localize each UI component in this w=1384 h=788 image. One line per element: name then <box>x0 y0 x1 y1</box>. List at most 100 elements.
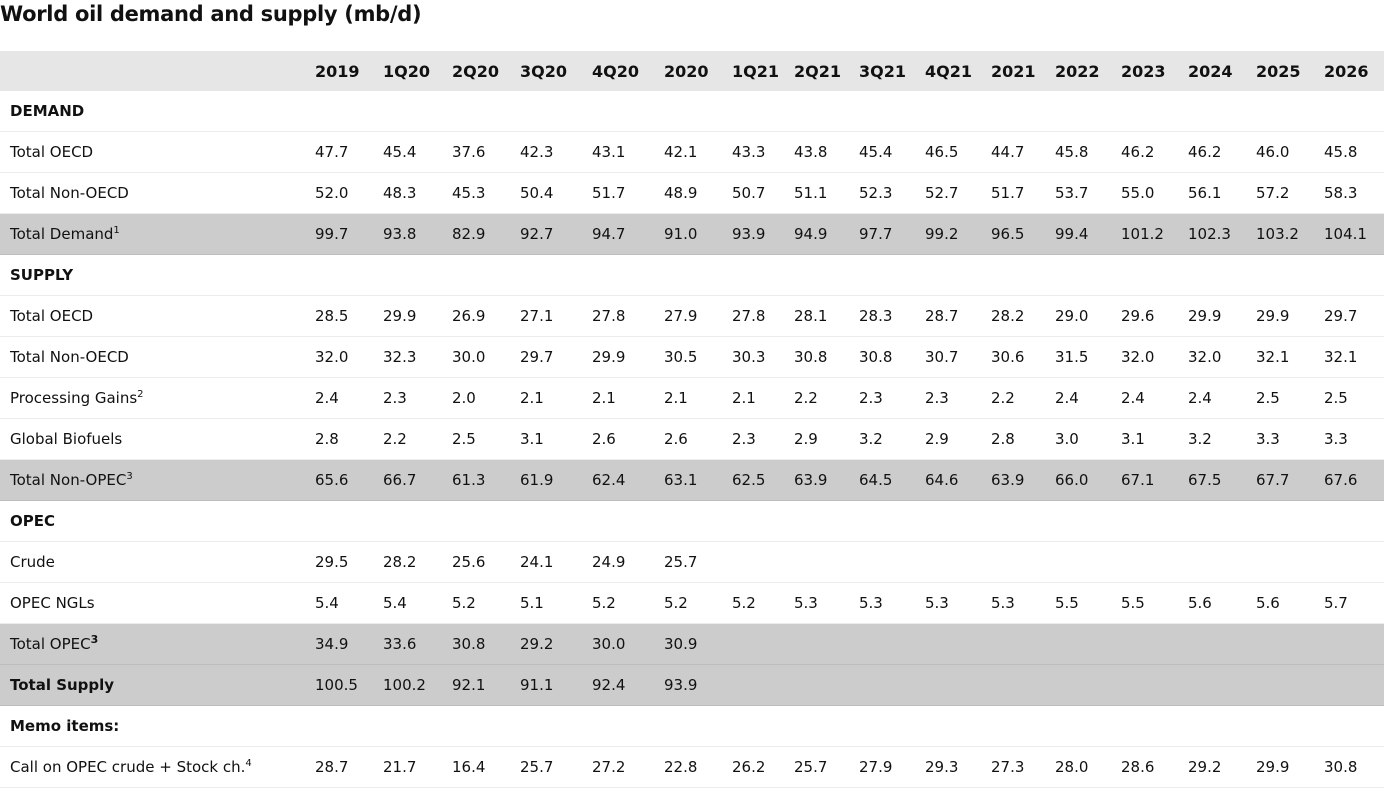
value-cell: 42.3 <box>510 131 582 173</box>
value-cell: 99.2 <box>915 213 981 255</box>
value-cell: 5.2 <box>582 582 654 624</box>
column-header: 2Q20 <box>442 51 510 91</box>
section-row: DEMAND <box>0 91 1384 132</box>
value-cell: 27.8 <box>582 295 654 337</box>
empty-cell <box>1314 500 1384 542</box>
empty-cell <box>442 91 510 132</box>
row-label: Total Non-OPEC3 <box>0 459 305 501</box>
value-cell: 91.0 <box>654 213 722 255</box>
column-header: 2022 <box>1045 51 1111 91</box>
row-label: Total OECD <box>0 295 305 337</box>
value-cell: 3.3 <box>1314 418 1384 460</box>
row-label: Total Non-OECD <box>0 172 305 214</box>
value-cell: 5.5 <box>1111 582 1178 624</box>
empty-cell <box>1045 664 1111 706</box>
value-cell: 26.2 <box>722 746 784 788</box>
label-text: DEMAND <box>10 102 85 120</box>
data-row: Crude 29.5 28.2 25.6 24.1 24.9 25.7 <box>0 541 1384 583</box>
empty-cell <box>1246 91 1314 132</box>
value-cell: 30.8 <box>442 623 510 665</box>
empty-cell <box>442 705 510 747</box>
value-cell: 66.7 <box>373 459 442 501</box>
value-cell: 2.5 <box>442 418 510 460</box>
empty-cell <box>722 541 784 583</box>
value-cell: 104.1 <box>1314 213 1384 255</box>
value-cell: 56.1 <box>1178 172 1246 214</box>
value-cell: 45.4 <box>849 131 915 173</box>
value-cell: 27.9 <box>654 295 722 337</box>
value-cell: 28.5 <box>305 295 373 337</box>
value-cell: 91.1 <box>510 664 582 706</box>
label-text: Total OECD <box>10 307 94 325</box>
value-cell: 29.7 <box>1314 295 1384 337</box>
value-cell: 51.7 <box>582 172 654 214</box>
value-cell: 3.3 <box>1246 418 1314 460</box>
value-cell: 43.1 <box>582 131 654 173</box>
value-cell: 99.7 <box>305 213 373 255</box>
empty-cell <box>915 705 981 747</box>
value-cell: 5.2 <box>442 582 510 624</box>
value-cell: 92.1 <box>442 664 510 706</box>
row-label: Memo items: <box>0 705 305 747</box>
value-cell: 25.7 <box>654 541 722 583</box>
empty-cell <box>373 91 442 132</box>
section-row: SUPPLY <box>0 254 1384 296</box>
value-cell: 27.9 <box>849 746 915 788</box>
empty-cell <box>442 254 510 296</box>
value-cell: 32.1 <box>1246 336 1314 378</box>
value-cell: 5.2 <box>722 582 784 624</box>
data-row: OPEC NGLs 5.4 5.4 5.2 5.1 5.2 5.2 5.2 5.3 5.3 5.3 5… <box>0 582 1384 624</box>
value-cell: 93.8 <box>373 213 442 255</box>
empty-cell <box>784 541 849 583</box>
empty-cell <box>784 254 849 296</box>
value-cell: 5.3 <box>981 582 1045 624</box>
row-label: Total Demand1 <box>0 213 305 255</box>
footnote-mark: 2 <box>137 389 144 400</box>
value-cell: 45.4 <box>373 131 442 173</box>
data-row: Total Supply 100.5 100.2 92.1 91.1 92.4 93.9 <box>0 664 1384 706</box>
value-cell: 2.9 <box>915 418 981 460</box>
value-cell: 5.6 <box>1246 582 1314 624</box>
value-cell: 25.7 <box>510 746 582 788</box>
row-label: Total Supply <box>0 664 305 706</box>
value-cell: 2.3 <box>849 377 915 419</box>
empty-cell <box>1111 705 1178 747</box>
value-cell: 57.2 <box>1246 172 1314 214</box>
value-cell: 37.6 <box>442 131 510 173</box>
value-cell: 52.0 <box>305 172 373 214</box>
empty-cell <box>1314 254 1384 296</box>
data-row: Total OECD 28.5 29.9 26.9 27.1 27.8 27.9 27.8 28… <box>0 295 1384 337</box>
empty-cell <box>981 623 1045 665</box>
oil-table: 2019 1Q20 2Q20 3Q20 4Q20 2020 1Q21 2Q21 3Q21 4Q21… <box>0 51 1384 788</box>
value-cell: 5.2 <box>654 582 722 624</box>
value-cell: 29.6 <box>1111 295 1178 337</box>
column-header: 2025 <box>1246 51 1314 91</box>
value-cell: 63.9 <box>784 459 849 501</box>
data-row: Call on OPEC crude + Stock ch.4 28.7 21.7 1… <box>0 746 1384 788</box>
value-cell: 96.5 <box>981 213 1045 255</box>
empty-cell <box>1314 664 1384 706</box>
value-cell: 29.9 <box>373 295 442 337</box>
empty-cell <box>784 91 849 132</box>
empty-cell <box>1045 705 1111 747</box>
value-cell: 30.9 <box>654 623 722 665</box>
value-cell: 51.7 <box>981 172 1045 214</box>
value-cell: 2.4 <box>1045 377 1111 419</box>
value-cell: 46.2 <box>1178 131 1246 173</box>
empty-cell <box>1246 705 1314 747</box>
value-cell: 93.9 <box>654 664 722 706</box>
value-cell: 2.1 <box>654 377 722 419</box>
empty-cell <box>373 500 442 542</box>
value-cell: 29.0 <box>1045 295 1111 337</box>
value-cell: 29.9 <box>1246 295 1314 337</box>
empty-cell <box>722 500 784 542</box>
value-cell: 5.6 <box>1178 582 1246 624</box>
empty-cell <box>582 254 654 296</box>
label-text: Global Biofuels <box>10 430 123 448</box>
value-cell: 2.6 <box>654 418 722 460</box>
value-cell: 3.2 <box>849 418 915 460</box>
empty-cell <box>1314 541 1384 583</box>
empty-cell <box>1178 623 1246 665</box>
value-cell: 29.9 <box>582 336 654 378</box>
row-label: Total OECD <box>0 131 305 173</box>
